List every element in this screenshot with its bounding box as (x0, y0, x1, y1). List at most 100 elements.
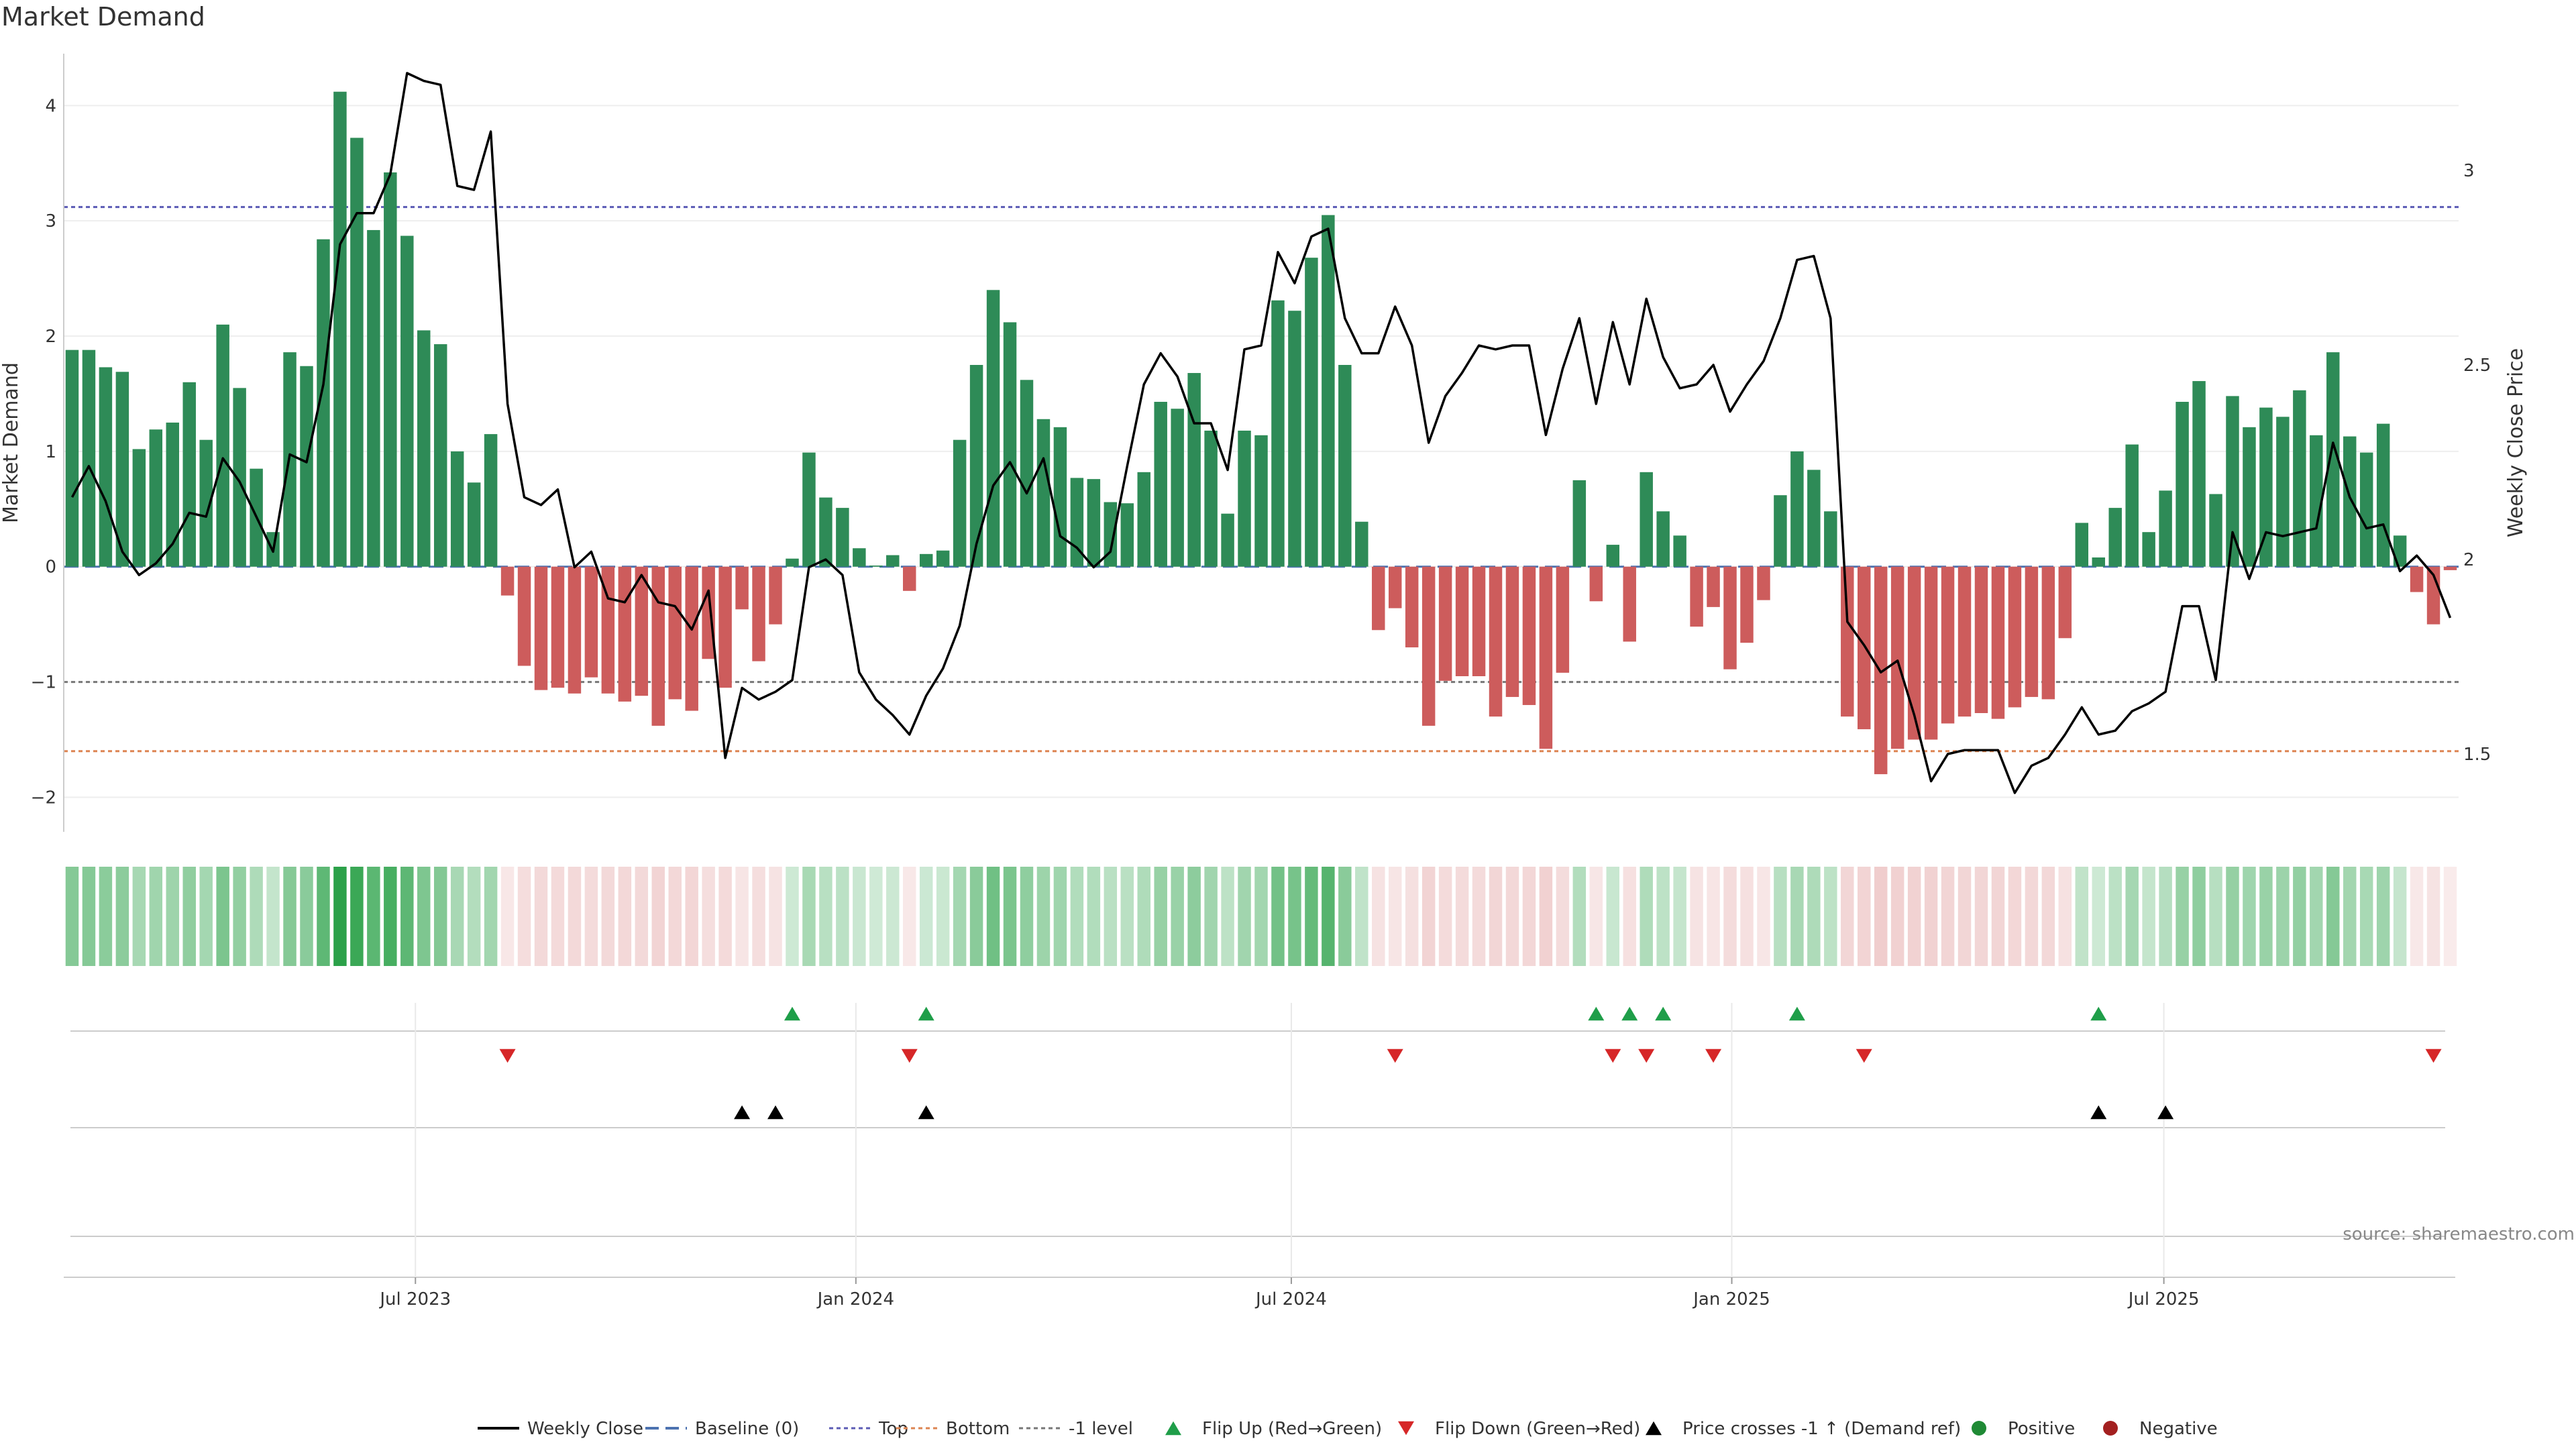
demand-bar-negative (1472, 566, 1486, 676)
event-markers (499, 1006, 2442, 1120)
heat-cell (400, 867, 414, 966)
heat-cell (886, 867, 900, 966)
demand-bar-negative (668, 566, 682, 700)
heat-cell (300, 867, 313, 966)
flip-down-marker (1638, 1049, 1655, 1063)
legend-swatch-negative (2103, 1421, 2118, 1436)
heat-cell (919, 867, 933, 966)
legend-item-cross: Price crosses -1 ↑ (Demand ref) (1646, 1419, 1961, 1439)
demand-bar-positive (2359, 452, 2373, 567)
demand-bar-positive (869, 566, 883, 567)
heat-cell (132, 867, 146, 966)
demand-bar-negative (1489, 566, 1503, 717)
y-tick-label: 2 (45, 327, 56, 347)
demand-bar-positive (384, 172, 397, 567)
heat-cell (1137, 867, 1150, 966)
flip-down-marker (1387, 1049, 1403, 1063)
demand-bar-positive (166, 422, 180, 567)
heat-cell (1305, 867, 1318, 966)
demand-bar-positive (1254, 435, 1268, 567)
demand-bar-negative (2443, 566, 2457, 570)
flip-up-marker (784, 1006, 800, 1021)
price-cross-marker (2090, 1105, 2107, 1120)
demand-bar-negative (584, 566, 598, 678)
demand-bar-negative (769, 566, 782, 625)
heat-cell (869, 867, 883, 966)
demand-bar-negative (1991, 566, 2005, 719)
heat-cell (1020, 867, 1034, 966)
heat-cell (1774, 867, 1787, 966)
flip-down-marker (1856, 1049, 1872, 1063)
legend-label: Flip Down (Green→Red) (1435, 1419, 1640, 1439)
heat-cell (718, 867, 732, 966)
demand-bar-positive (300, 366, 313, 567)
heat-cell (2443, 867, 2457, 966)
legend-item-top: Top (829, 1419, 908, 1439)
demand-bar-positive (1003, 322, 1017, 567)
heat-cell (802, 867, 816, 966)
y2-axis-label: Weekly Close Price (2504, 348, 2528, 537)
demand-bar-negative (1941, 566, 1955, 724)
legend-item-bottom: Bottom (896, 1419, 1010, 1439)
y2-tick-label: 3 (2463, 161, 2475, 181)
heat-cell (1924, 867, 1938, 966)
heat-cell (266, 867, 280, 966)
price-cross-marker (734, 1105, 751, 1120)
weekly-close-line (70, 72, 2452, 794)
heat-cell (986, 867, 1000, 966)
heat-cell (1171, 867, 1184, 966)
demand-bar-negative (1707, 566, 1720, 607)
demand-bar-negative (517, 566, 531, 666)
demand-bar-negative (752, 566, 765, 661)
y-axis-label: Market Demand (0, 362, 23, 523)
demand-bar-positive (1087, 479, 1101, 567)
heat-cell (1455, 867, 1469, 966)
heat-cell (1841, 867, 1854, 966)
demand-bar-positive (216, 324, 229, 567)
demand-bar-positive (1807, 470, 1821, 567)
demand-bar-negative (1841, 566, 1854, 717)
demand-bar-negative (618, 566, 632, 702)
heat-cell (166, 867, 180, 966)
heat-cell (484, 867, 498, 966)
heat-cell (568, 867, 582, 966)
heat-cell (115, 867, 129, 966)
flip-up-marker (918, 1006, 934, 1021)
demand-bar-positive (2293, 390, 2306, 567)
demand-bar-positive (2376, 423, 2390, 567)
demand-bar-positive (1673, 535, 1686, 567)
heat-cell (65, 867, 79, 966)
heat-cell (1421, 867, 1436, 966)
heat-cell (1522, 867, 1536, 966)
heat-cell (1254, 867, 1268, 966)
demand-bar-negative (1974, 566, 1988, 713)
demand-bar-positive (1790, 451, 1804, 567)
heat-cell (1003, 867, 1017, 966)
flip-down-marker (901, 1049, 918, 1063)
demand-bar-positive (1221, 513, 1234, 567)
heat-cell (2326, 867, 2340, 966)
demand-bar-positive (132, 449, 146, 567)
demand-bar-positive (919, 553, 933, 567)
y-tick-label: 1 (45, 442, 56, 462)
event-panels (64, 1030, 2455, 1278)
demand-bar-positive (2310, 435, 2323, 567)
legend-label: Baseline (0) (695, 1419, 799, 1439)
demand-bar-positive (1171, 409, 1184, 567)
demand-bar-negative (1890, 566, 1904, 749)
chart-title: Market Demand (1, 2, 205, 32)
demand-bar-positive (2393, 535, 2407, 567)
demand-bar-positive (1120, 503, 1134, 567)
heat-cell (2259, 867, 2273, 966)
heat-cell (853, 867, 866, 966)
heat-cell (1405, 867, 1419, 966)
y-tick-label: 3 (45, 211, 56, 231)
demand-bar-negative (1623, 566, 1636, 642)
demand-bar-positive (2176, 401, 2189, 567)
heat-cell (2108, 867, 2122, 966)
demand-bar-positive (350, 138, 364, 567)
heat-cell (1355, 867, 1368, 966)
demand-bar-negative (1556, 566, 1570, 673)
demand-bar-negative (718, 566, 732, 688)
